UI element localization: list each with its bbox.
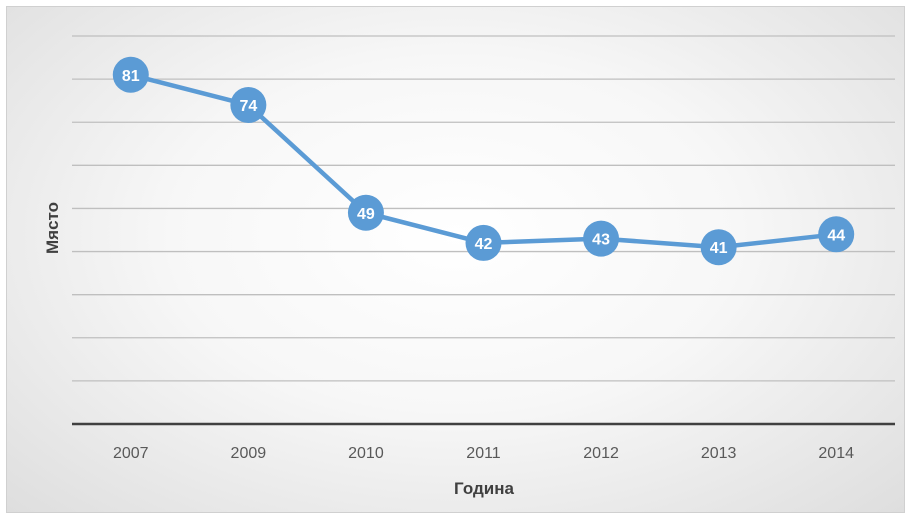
data-label: 42 <box>475 236 493 253</box>
data-label: 74 <box>239 98 257 115</box>
data-point: 81 <box>112 56 149 93</box>
x-tick-label: 2009 <box>231 445 267 462</box>
chart-frame <box>6 6 905 513</box>
x-axis-title: Година <box>454 479 514 498</box>
data-point: 42 <box>465 224 502 261</box>
x-tick-label: 2007 <box>113 445 149 462</box>
data-label: 44 <box>827 227 845 244</box>
data-label: 49 <box>357 206 375 223</box>
x-tick-label: 2011 <box>466 445 501 462</box>
data-point-marker <box>700 229 737 266</box>
data-point: 41 <box>700 229 737 266</box>
gridlines <box>72 35 895 382</box>
y-axis-title: Място <box>43 202 62 254</box>
data-point-marker <box>465 224 502 261</box>
x-tick-label: 2013 <box>701 445 737 462</box>
x-tick-label: 2014 <box>818 445 854 462</box>
data-point: 74 <box>230 86 267 123</box>
data-label: 81 <box>122 68 140 85</box>
data-label: 43 <box>592 232 610 249</box>
data-point-marker <box>583 220 620 257</box>
data-point: 44 <box>818 216 855 253</box>
data-point: 43 <box>583 220 620 257</box>
x-tick-label: 2010 <box>348 445 384 462</box>
data-point-marker <box>112 56 149 93</box>
data-point-marker <box>230 86 267 123</box>
data-point-marker <box>347 194 384 231</box>
data-point-marker <box>818 216 855 253</box>
x-tick-label: 2012 <box>583 445 619 462</box>
x-tick-labels: 2007 2009 2010 2011 2012 2013 2014 <box>113 445 854 462</box>
data-point: 49 <box>347 194 384 231</box>
data-label: 41 <box>710 240 728 257</box>
data-points: 81 74 49 42 43 41 44 <box>112 56 855 266</box>
